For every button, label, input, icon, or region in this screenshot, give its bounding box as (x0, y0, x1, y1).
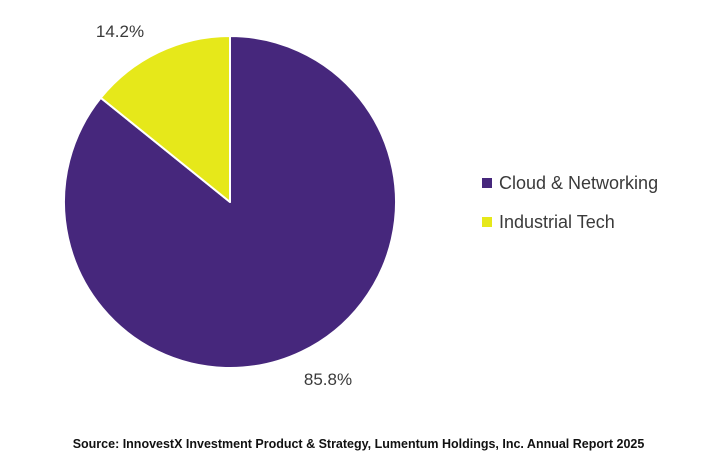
legend-swatch-cloud-networking (482, 178, 492, 188)
legend-label-industrial-tech: Industrial Tech (499, 211, 615, 232)
legend-item-industrial-tech: Industrial Tech (482, 209, 658, 235)
source-note: Source: InnovestX Investment Product & S… (72, 437, 645, 451)
legend-swatch-industrial-tech (482, 217, 492, 227)
pie-slices (63, 35, 397, 369)
pie-label-industrial-tech: 14.2% (96, 22, 144, 41)
pie-slice-industrial-tech (99, 35, 231, 203)
pie-label-cloud-networking: 85.8% (304, 370, 352, 389)
legend-label-cloud-networking: Cloud & Networking (499, 172, 659, 193)
legend: Cloud & Networking Industrial Tech (482, 170, 658, 248)
legend-item-cloud-networking: Cloud & Networking (482, 170, 658, 196)
pie-labels: 85.8% 14.2% (96, 22, 352, 389)
